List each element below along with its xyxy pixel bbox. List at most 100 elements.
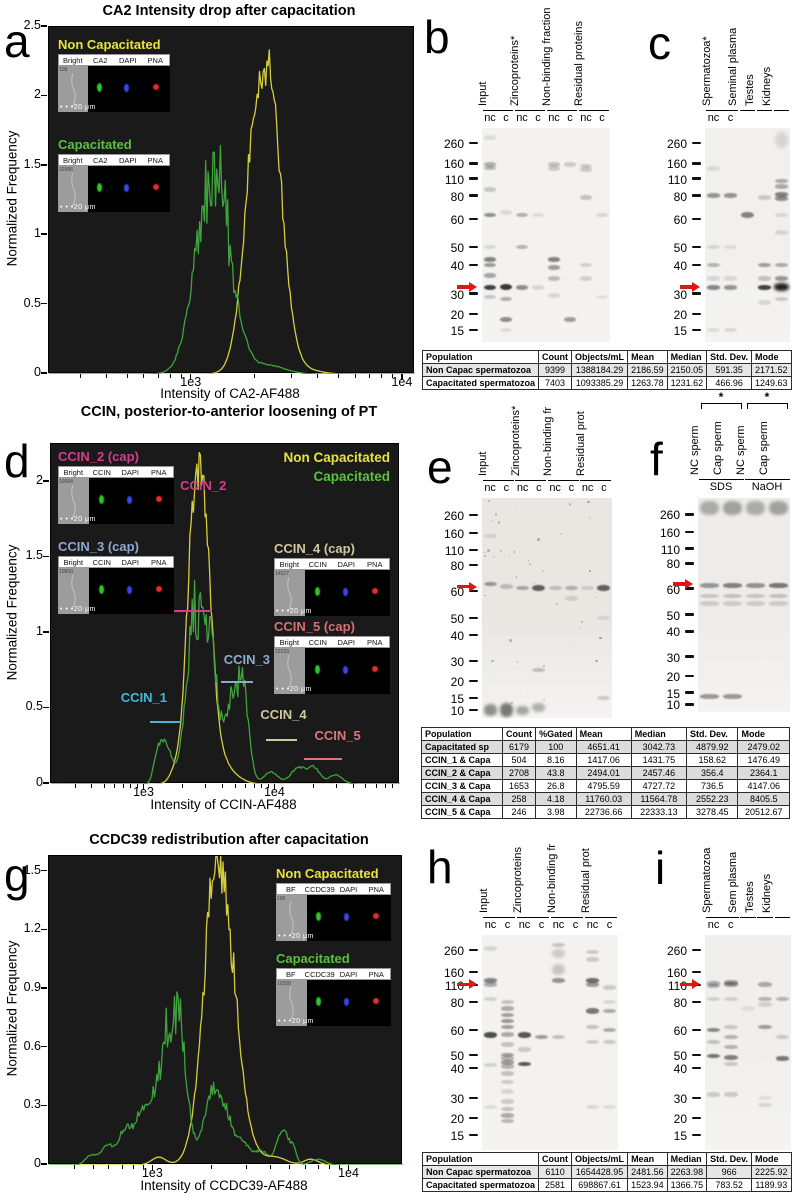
protein-band (595, 212, 609, 218)
panel-g-ylabel: Normalized Frequency (4, 940, 20, 1077)
background-speck (499, 550, 502, 553)
protein-band (602, 1008, 617, 1014)
x-tick-label: 1e4 (338, 1166, 359, 1180)
table-row: Non Capac spermatozoa 9399 1388184.29 2186.… (421, 363, 792, 377)
value-cell: 22736.66 (575, 805, 632, 819)
protein-band (483, 162, 497, 167)
protein-band (516, 705, 530, 715)
protein-band (706, 193, 721, 198)
mw-label: 50 (673, 240, 687, 255)
protein-band (723, 1054, 738, 1061)
protein-band (774, 192, 789, 197)
protein-band (516, 585, 530, 591)
image-strip: Bright CA2 DAPI PNA 32986 • • •20 μm (58, 154, 170, 212)
value-cell: 1417.06 (575, 753, 632, 767)
blue-signal-dot (126, 496, 132, 505)
value-cell: 1653 (501, 779, 537, 793)
protein-band (551, 949, 566, 959)
curve-capacitated (51, 579, 400, 784)
mw-tick (469, 162, 478, 165)
lane-group-line (584, 917, 618, 918)
solvent-label: SDS (698, 479, 744, 494)
mw-tick (692, 263, 701, 267)
value-cell: 6179 (501, 740, 537, 754)
background-speck (589, 517, 591, 519)
panel-letter-c: c (648, 17, 671, 69)
protein-band (723, 980, 738, 985)
x-minor-tick (304, 1165, 306, 1169)
value-cell: 9399 (538, 363, 573, 377)
fluorescence-channels (88, 166, 170, 212)
panel-a-plot: Non Capacitated Bright CA2 DAPI PNA 108 • • •2… (48, 26, 415, 374)
panel-letter-a: a (4, 15, 30, 67)
protein-band (585, 978, 600, 983)
column-header: Mode (751, 1152, 792, 1166)
x-minor-tick (270, 1165, 271, 1169)
background-speck (537, 538, 540, 541)
value-cell: 356.4 (685, 766, 739, 780)
image-strip-body: 10358 • • •20 μm (276, 980, 391, 1026)
background-speck (578, 627, 581, 630)
background-speck (491, 659, 494, 663)
panel-letter-g: g (4, 849, 30, 901)
mw-tick (469, 659, 478, 663)
lane-sublabel: c (535, 112, 541, 124)
channel-label: DAPI (118, 55, 137, 65)
mw-label: 50 (673, 1048, 687, 1063)
significance-bracket (700, 403, 742, 409)
channel-label: CCIN (308, 559, 327, 569)
blue-signal-dot (342, 666, 348, 675)
protein-band (758, 1002, 773, 1007)
background-speck (595, 660, 598, 663)
x-minor-tick (337, 374, 339, 378)
protein-band (774, 230, 789, 235)
x-minor-tick (106, 374, 108, 378)
protein-band (483, 212, 497, 218)
mw-tick (692, 970, 701, 974)
table-row: Capacitated sp 6179 100 4651.41 3042.73 4879.… (421, 740, 790, 754)
protein-band (483, 262, 497, 268)
value-cell: 2171.52 (751, 363, 792, 377)
mw-label: 20 (673, 1111, 687, 1126)
protein-band (723, 601, 742, 606)
population-cell: CCIN_5 & Capa (421, 805, 503, 819)
significance-star: * (764, 390, 770, 404)
image-strip: BF CCDC39 DAPI PNA 105 • • •20 μm (276, 883, 391, 941)
protein-band (547, 276, 561, 281)
mw-label: 260 (443, 137, 464, 152)
x-tick (401, 374, 403, 380)
protein-band (579, 163, 593, 169)
sperm-outline (289, 901, 294, 937)
background-speck (543, 665, 546, 668)
lane-group-label: Zincoproteins* (509, 405, 522, 476)
background-speck (567, 643, 569, 645)
scale-bar: • • •20 μm (60, 516, 96, 523)
scale-bar: • • •20 μm (278, 1018, 314, 1025)
channel-label: Bright (63, 557, 84, 567)
protein-band (774, 178, 789, 184)
background-speck (489, 676, 491, 679)
protein-band (774, 262, 789, 268)
inset-title: CCIN_3 (cap) (58, 539, 139, 554)
mw-tick (469, 696, 478, 700)
column-header: Median (630, 727, 687, 741)
protein-band (723, 501, 742, 515)
blue-signal-dot (124, 84, 130, 93)
protein-band (499, 210, 513, 215)
x-minor-tick (365, 784, 367, 788)
protein-band (706, 1053, 721, 1059)
lane-sublabel: nc (581, 482, 594, 494)
mw-label: 80 (450, 559, 464, 574)
inset-title: Non Capacitated (276, 866, 379, 881)
blue-signal-dot (343, 913, 349, 922)
red-signal-dot (372, 588, 379, 595)
column-header: Count (501, 727, 537, 741)
mw-label: 20 (673, 307, 687, 322)
blot-membrane-b (482, 128, 610, 342)
sperm-outline (289, 986, 294, 1022)
panel-letter-h: h (427, 841, 453, 893)
curve-non-capacitated (49, 856, 403, 1165)
lane-group-line (773, 110, 790, 111)
protein-band (741, 1006, 755, 1011)
channel-label: CCDC39 (304, 884, 335, 894)
